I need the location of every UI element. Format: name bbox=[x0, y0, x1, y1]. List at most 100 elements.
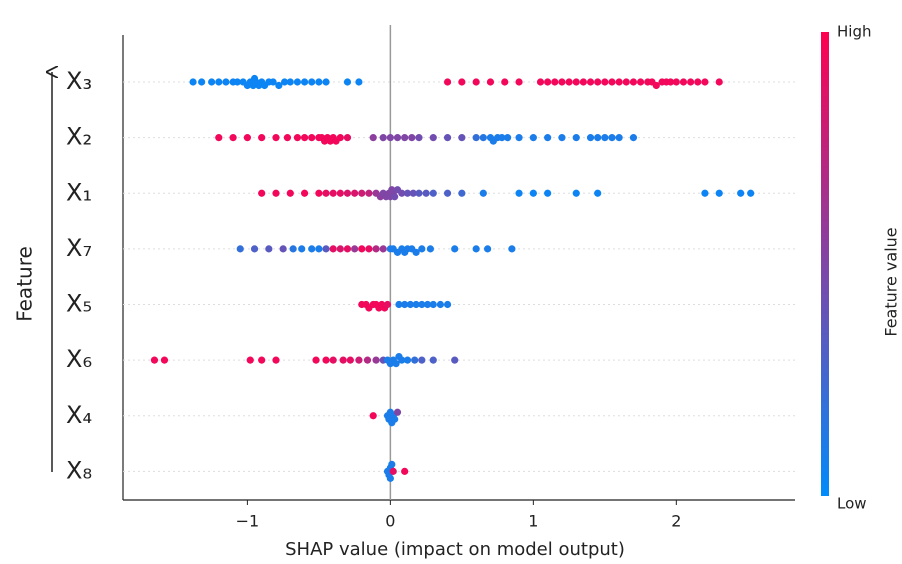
colorbar-high: High bbox=[837, 23, 871, 41]
dot bbox=[594, 78, 602, 86]
dot bbox=[586, 78, 595, 86]
dot bbox=[293, 78, 302, 86]
dot bbox=[272, 189, 280, 197]
dot bbox=[279, 245, 287, 253]
dot bbox=[391, 193, 399, 201]
dot bbox=[423, 300, 432, 309]
dot bbox=[322, 245, 330, 253]
dot bbox=[286, 189, 294, 197]
dot bbox=[215, 78, 223, 86]
dot bbox=[343, 245, 352, 253]
dot bbox=[701, 189, 709, 197]
dot bbox=[393, 134, 402, 142]
dot bbox=[443, 78, 452, 86]
dot bbox=[329, 245, 337, 253]
dot bbox=[629, 134, 638, 142]
dot bbox=[594, 134, 602, 142]
colorbar-low: Low bbox=[837, 495, 867, 513]
dot bbox=[392, 360, 400, 368]
dot bbox=[418, 300, 426, 309]
dot bbox=[544, 134, 552, 142]
dot bbox=[472, 78, 480, 86]
dot bbox=[486, 78, 495, 86]
dot bbox=[652, 81, 660, 90]
dot bbox=[315, 245, 323, 253]
dot bbox=[329, 356, 337, 364]
dot bbox=[236, 245, 244, 253]
dot bbox=[529, 189, 537, 197]
x-tick-label: 1 bbox=[528, 512, 538, 531]
dot bbox=[189, 78, 197, 86]
dot bbox=[329, 189, 337, 197]
dot bbox=[408, 134, 416, 142]
dot bbox=[365, 245, 373, 253]
dot bbox=[298, 245, 306, 253]
dot bbox=[551, 78, 559, 86]
dot bbox=[358, 189, 366, 197]
dot bbox=[601, 78, 609, 86]
dot bbox=[479, 189, 487, 197]
colorbar-label: Feature value bbox=[882, 227, 901, 336]
dot bbox=[312, 356, 320, 364]
dot bbox=[150, 356, 159, 364]
feature-label: X₁ bbox=[66, 178, 92, 206]
dot bbox=[504, 134, 512, 142]
dot bbox=[515, 78, 523, 86]
dot bbox=[586, 134, 595, 142]
feature-label: X₅ bbox=[66, 290, 92, 318]
dot bbox=[615, 134, 623, 142]
dot bbox=[418, 245, 426, 253]
x-tick-label: 2 bbox=[671, 512, 681, 531]
colorbar bbox=[821, 32, 829, 496]
feature-label: X₂ bbox=[66, 123, 92, 151]
dot bbox=[233, 78, 241, 86]
dot bbox=[322, 356, 330, 364]
dot bbox=[343, 78, 352, 86]
dot bbox=[346, 356, 354, 364]
dot bbox=[308, 134, 316, 142]
dot bbox=[250, 245, 259, 253]
dot bbox=[358, 245, 366, 253]
dot bbox=[601, 134, 609, 142]
dot bbox=[451, 356, 459, 364]
dot bbox=[536, 78, 545, 86]
dot bbox=[315, 189, 323, 197]
dot bbox=[265, 245, 273, 253]
dot bbox=[415, 134, 423, 142]
dot bbox=[694, 78, 702, 86]
dot bbox=[544, 189, 552, 197]
x-tick-label: 0 bbox=[385, 512, 395, 531]
dot bbox=[401, 300, 409, 309]
dot bbox=[222, 78, 230, 86]
dot bbox=[629, 78, 638, 86]
dot bbox=[300, 78, 309, 86]
dot bbox=[636, 78, 645, 86]
dot bbox=[415, 189, 423, 197]
dot bbox=[451, 245, 459, 253]
dot bbox=[412, 300, 420, 309]
dot bbox=[701, 78, 709, 86]
dot bbox=[429, 189, 437, 197]
dot bbox=[365, 189, 373, 197]
dot bbox=[258, 189, 266, 197]
dot bbox=[283, 134, 292, 142]
dot bbox=[409, 189, 417, 197]
dot bbox=[479, 134, 487, 142]
dot bbox=[594, 189, 602, 197]
dot bbox=[436, 300, 445, 309]
dot bbox=[498, 134, 506, 142]
dot bbox=[355, 78, 363, 86]
dot bbox=[558, 78, 566, 86]
dot bbox=[401, 134, 409, 142]
dot bbox=[529, 134, 537, 142]
x-tick-label: −1 bbox=[236, 512, 260, 531]
dot bbox=[565, 78, 573, 86]
dot bbox=[160, 356, 169, 364]
dot bbox=[458, 78, 466, 86]
dot bbox=[372, 356, 380, 364]
dot bbox=[215, 134, 223, 142]
feature-label: X₈ bbox=[66, 456, 92, 484]
dot bbox=[401, 467, 409, 475]
dot bbox=[483, 245, 492, 253]
